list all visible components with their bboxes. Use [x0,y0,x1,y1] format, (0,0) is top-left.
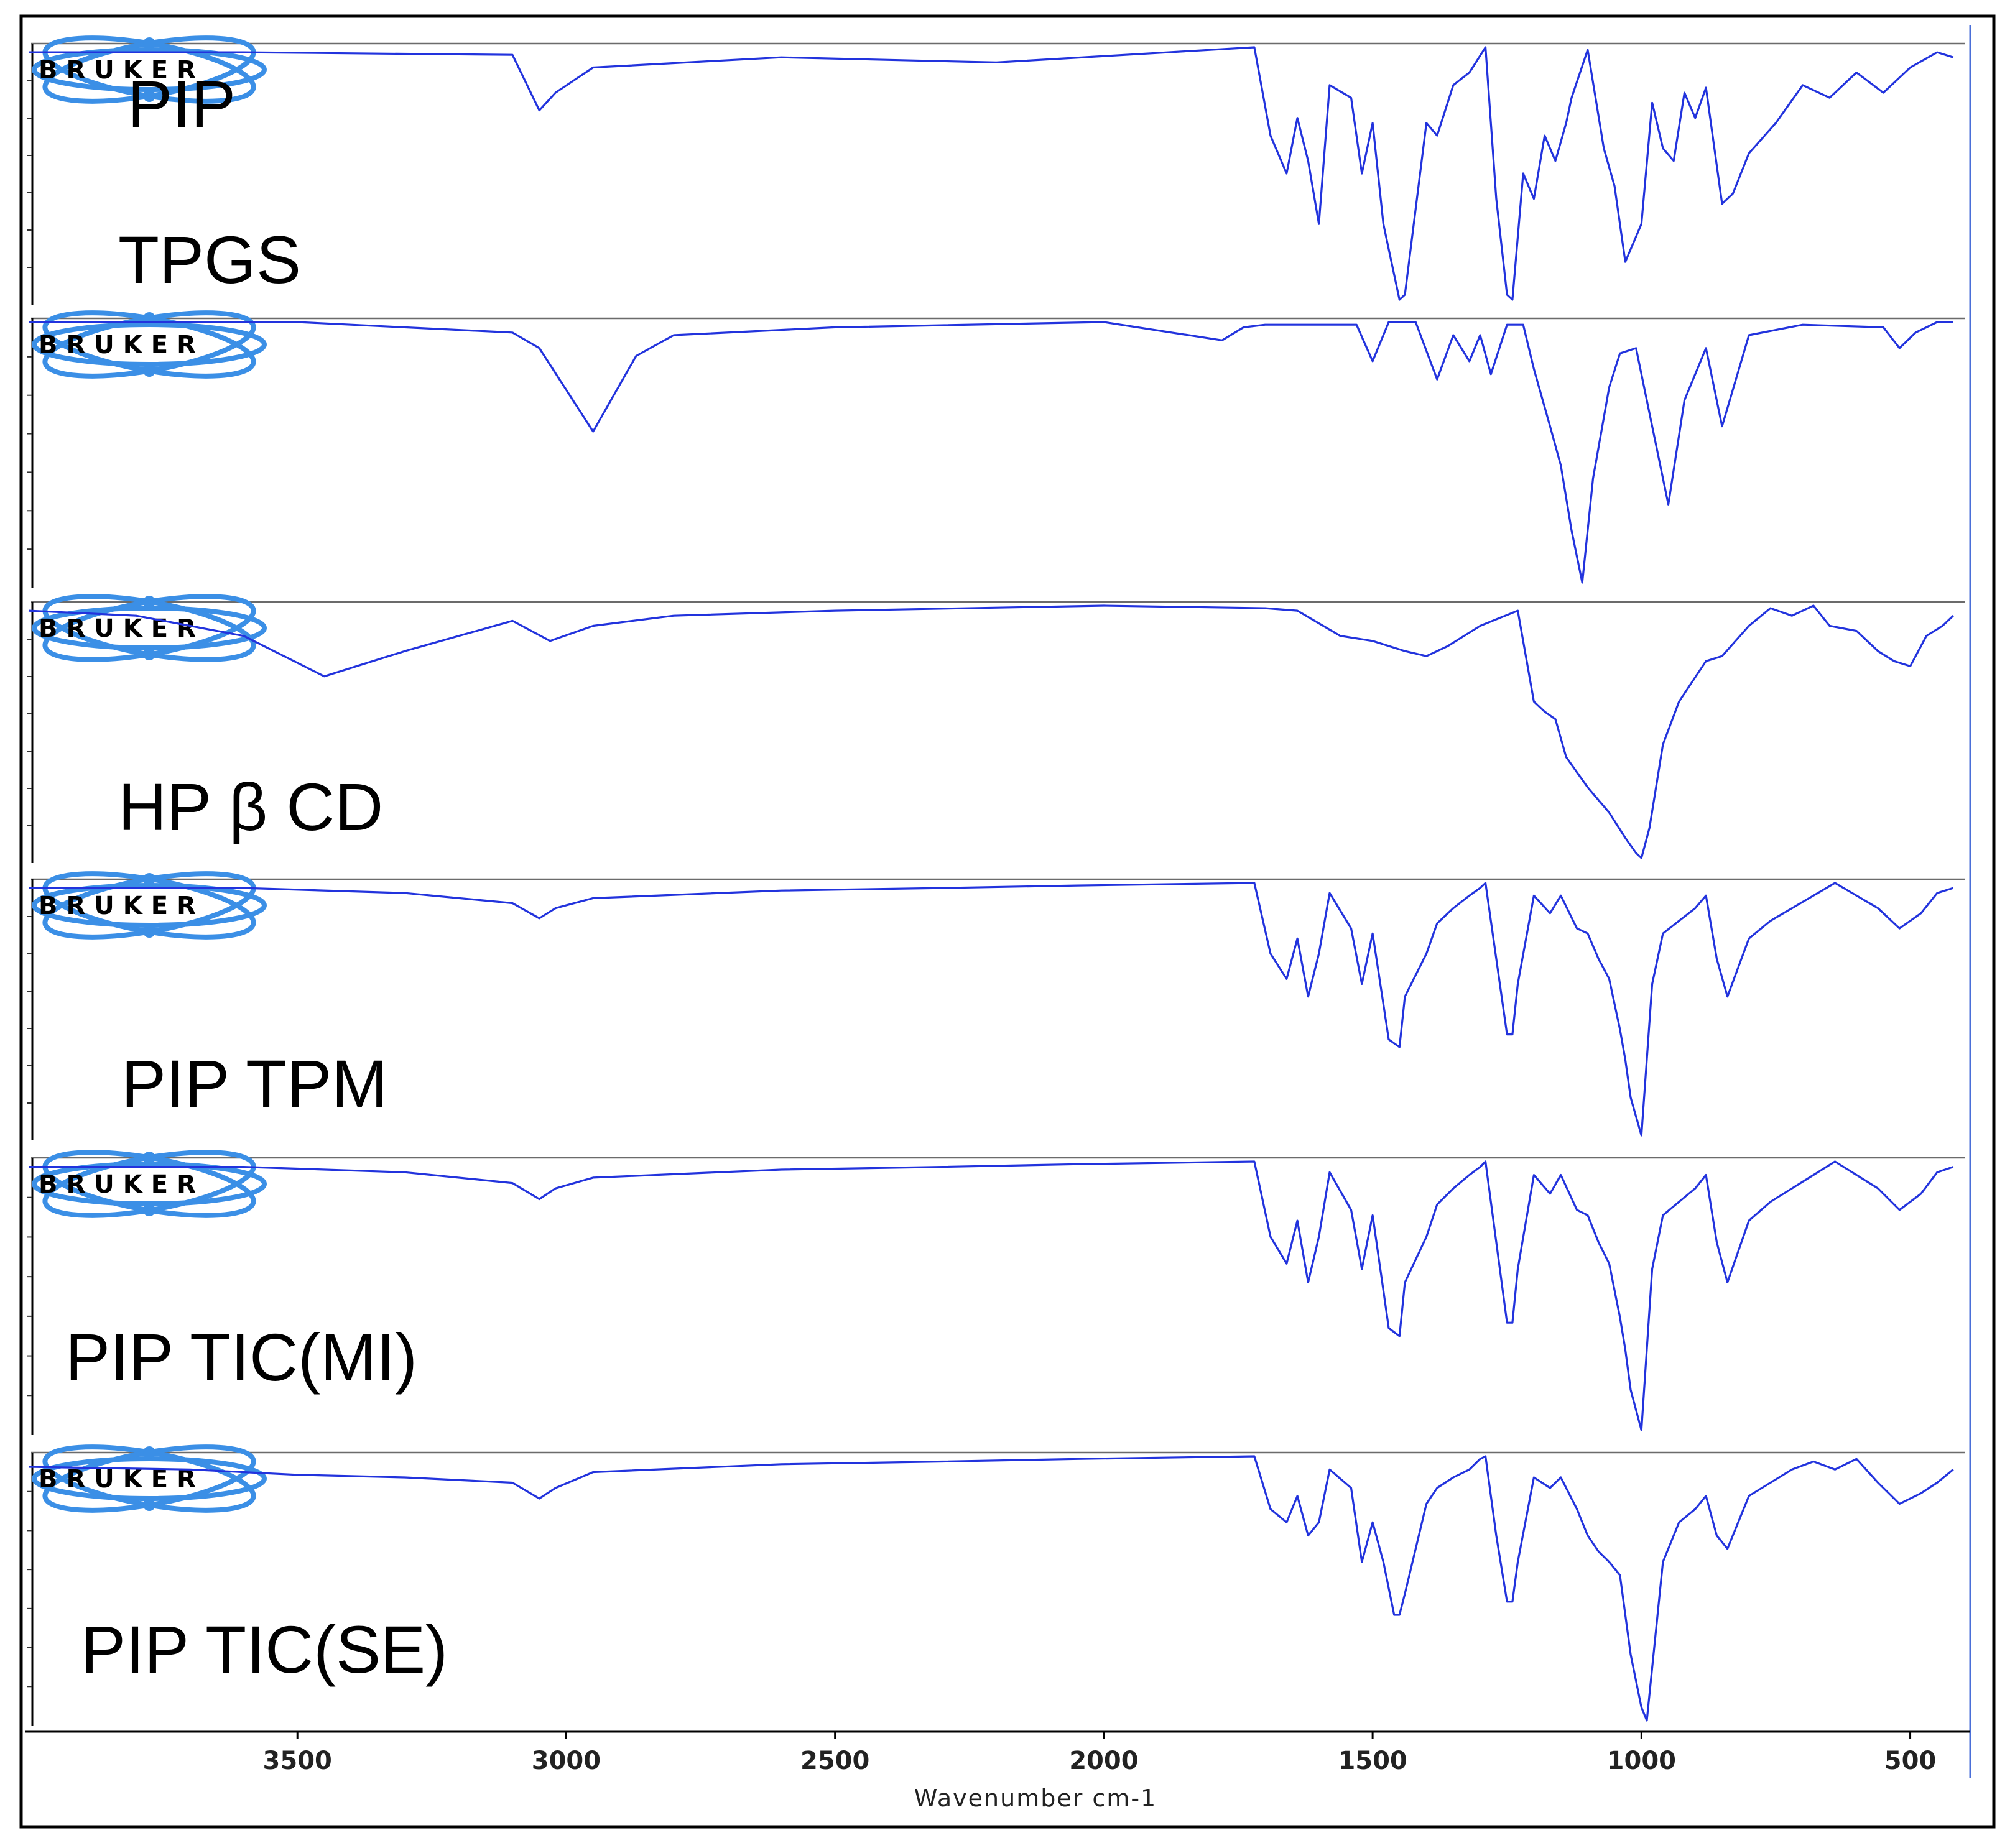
panel-label: PIP TPM [121,1046,387,1121]
x-axis-title: Wavenumber cm-1 [914,1785,1157,1812]
logo-dot-top [143,596,155,608]
spectrum-line [29,882,1954,1137]
bruker-logo: BRUKER [32,594,267,662]
panel-label: HP β CD [118,769,383,844]
x-tick-label: 2500 [800,1747,869,1775]
x-axis: 3500 3000 2500 2000 1500 1000 500 Wavenumber c… [25,1730,1970,1812]
spectrum-line [28,1455,1954,1722]
spectrum-line [28,604,1954,859]
x-tick-label: 3000 [532,1747,601,1775]
x-tick-label: 2000 [1069,1747,1138,1775]
x-tick-label: 500 [1884,1747,1937,1775]
logo-wordmark: BRUKER [39,56,205,85]
logo-wordmark: BRUKER [39,892,205,920]
logo-dot-bottom [143,1204,155,1216]
bruker-logo: BRUKER [32,1444,267,1513]
x-tick-label: 3500 [263,1747,332,1775]
panel-2: BRUKER TPGS [27,222,1965,588]
logo-wordmark: BRUKER [39,614,205,643]
panel-label: PIP TIC(SE) [81,1612,448,1687]
spectrum-line [29,46,1954,301]
logo-dot-bottom [143,925,155,938]
logo-dot-bottom [143,364,155,377]
x-tick-label: 1000 [1607,1747,1676,1775]
x-tick-label: 1500 [1338,1747,1407,1775]
x-ticks: 3500 3000 2500 2000 1500 1000 500 [263,1732,1937,1775]
figure-frame [19,14,1996,1829]
logo-dot-bottom [143,90,155,102]
logo-dot-top [143,1446,155,1459]
bruker-logo: BRUKER [32,871,267,940]
panel-label: TPGS [118,222,301,297]
panel-label: PIP [127,67,236,142]
panel-6: BRUKER PIP TIC(SE) [27,1444,1965,1726]
bruker-logo: BRUKER [32,1150,267,1218]
panel-4: BRUKER PIP TPM [27,871,1965,1140]
logo-dot-top [143,873,155,885]
panel-5: BRUKER PIP TIC(MI) [27,1150,1965,1435]
spectrum-line [29,321,1953,584]
logo-dot-bottom [143,648,155,660]
panel-3: BRUKER HP β CD [27,594,1965,863]
logo-wordmark: BRUKER [39,1170,205,1199]
spectrum-line [29,1160,1954,1431]
logo-dot-top [143,37,155,50]
logo-wordmark: BRUKER [39,331,205,359]
bruker-logo: BRUKER [32,310,267,379]
logo-dot-top [143,1152,155,1164]
panel-label: PIP TIC(MI) [65,1319,417,1395]
bruker-logo: BRUKER [32,35,267,104]
logo-dot-bottom [143,1499,155,1511]
